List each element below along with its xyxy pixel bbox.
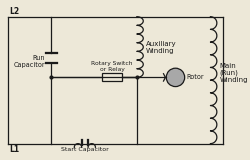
Text: L2: L2 bbox=[9, 7, 19, 16]
Text: Auxiliary
Winding: Auxiliary Winding bbox=[146, 40, 177, 54]
Circle shape bbox=[166, 68, 185, 87]
Text: Start Capacitor: Start Capacitor bbox=[61, 147, 109, 152]
Text: L1: L1 bbox=[9, 144, 19, 154]
Bar bbox=[102, 73, 122, 81]
Text: Main
(Run)
Winding: Main (Run) Winding bbox=[220, 63, 248, 83]
Text: Rotary Switch
or Relay: Rotary Switch or Relay bbox=[91, 61, 133, 72]
Text: Run
Capacitor: Run Capacitor bbox=[13, 55, 45, 68]
Text: Rotor: Rotor bbox=[186, 74, 204, 80]
